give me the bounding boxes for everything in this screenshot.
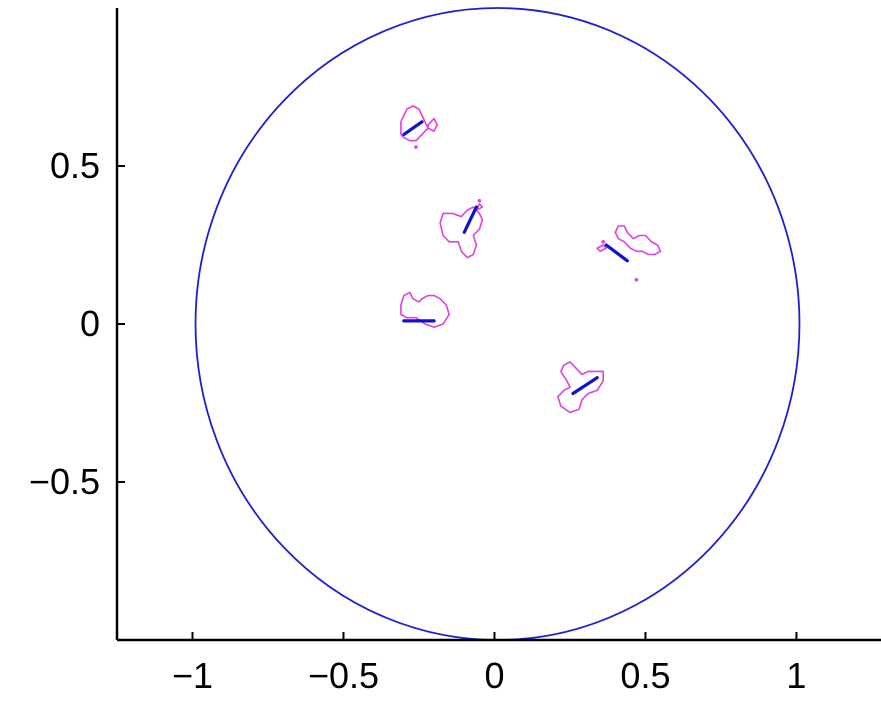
cluster-segment — [571, 376, 599, 396]
y-tick-label: −0.5 — [29, 461, 100, 502]
cluster-contour — [400, 291, 450, 328]
x-tick-label: 0 — [484, 655, 504, 696]
cluster-contour — [400, 105, 429, 142]
cluster-3 — [596, 225, 662, 282]
x-tick-label: 1 — [786, 655, 806, 696]
cluster-dot — [634, 277, 639, 282]
x-tick-label: 0.5 — [620, 655, 670, 696]
cluster-2 — [439, 198, 484, 259]
cluster-dot — [601, 240, 605, 244]
x-tick-label: −0.5 — [308, 655, 379, 696]
cluster-segment — [604, 243, 629, 263]
cluster-contour-secondary — [596, 244, 607, 253]
cluster-contour — [439, 206, 484, 259]
cluster-1 — [400, 105, 438, 149]
cluster-segment — [402, 120, 424, 136]
cluster-contour — [614, 225, 662, 256]
unit-circle — [194, 7, 801, 641]
y-tick-label: 0.5 — [50, 145, 100, 186]
plot-area — [194, 7, 801, 641]
x-tick-label: −1 — [172, 655, 213, 696]
y-tick-label: 0 — [80, 303, 100, 344]
cluster-contour-secondary — [427, 117, 438, 132]
cluster-segment — [462, 205, 478, 234]
cluster-4 — [400, 291, 450, 328]
cluster-contour — [557, 361, 604, 414]
cluster-dot — [477, 198, 482, 203]
cluster-dot — [414, 145, 418, 149]
axes: −1 −0.5 0 0.5 1 −0.5 0 0.5 — [29, 8, 881, 696]
cluster-5 — [557, 361, 604, 414]
